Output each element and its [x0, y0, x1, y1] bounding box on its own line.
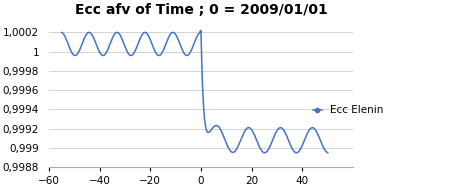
Legend: Ecc Elenin: Ecc Elenin — [309, 101, 387, 120]
Title: Ecc afv of Time ; 0 = 2009/01/01: Ecc afv of Time ; 0 = 2009/01/01 — [75, 3, 327, 17]
